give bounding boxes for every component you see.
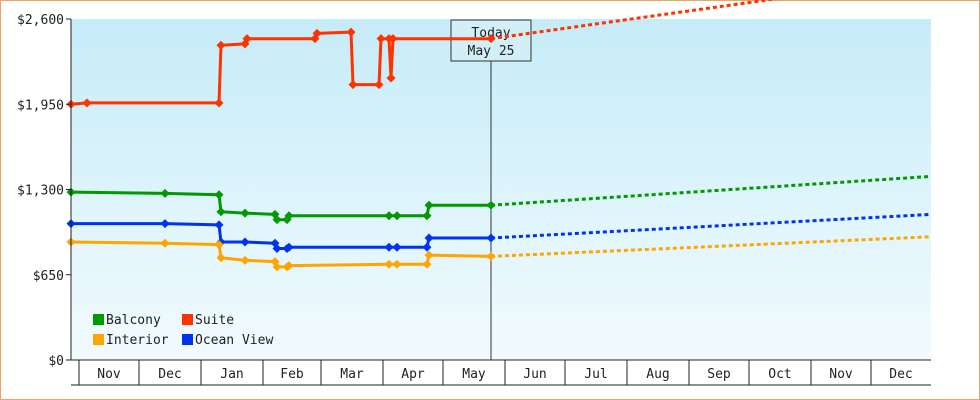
y-tick-label: $2,600: [17, 13, 64, 28]
x-tick-label: Feb: [280, 367, 304, 382]
data-point: [160, 219, 170, 229]
data-point: [272, 244, 282, 254]
x-tick-label: Jun: [523, 367, 546, 382]
x-tick-label: Nov: [97, 367, 121, 382]
data-point: [374, 80, 384, 90]
data-point: [486, 233, 496, 243]
data-point: [424, 200, 434, 210]
data-point: [384, 211, 394, 221]
data-point: [240, 237, 250, 247]
legend-label: Balcony: [106, 313, 161, 328]
data-point: [272, 262, 282, 272]
forecast-line-interior: [490, 235, 932, 258]
data-point: [422, 259, 432, 269]
data-point: [242, 34, 252, 44]
data-point: [82, 98, 92, 108]
legend-item-balcony: Balcony: [93, 313, 161, 328]
data-point: [486, 251, 496, 261]
y-tick-label: $0: [48, 354, 64, 369]
today-date-label: May 25: [468, 44, 515, 59]
data-point: [346, 27, 356, 37]
data-point: [160, 238, 170, 248]
history-line-suite: [70, 30, 491, 106]
data-point: [386, 73, 396, 83]
data-point: [384, 242, 394, 252]
data-point: [422, 242, 432, 252]
data-point: [392, 242, 402, 252]
x-tick-label: Dec: [889, 367, 912, 382]
data-point: [216, 253, 226, 263]
y-tick-label: $650: [33, 269, 64, 284]
series-interior: [66, 235, 932, 272]
data-point: [422, 211, 432, 221]
x-tick-label: Jan: [220, 367, 243, 382]
x-tick-label: Apr: [401, 367, 425, 382]
series-suite: [66, 0, 778, 109]
x-tick-label: Mar: [340, 367, 364, 382]
data-point: [424, 233, 434, 243]
plot-area: [71, 19, 931, 360]
data-point: [284, 242, 294, 252]
data-point: [486, 34, 496, 44]
legend-label: Interior: [106, 333, 169, 348]
x-tick-label: Oct: [768, 367, 791, 382]
data-point: [388, 34, 398, 44]
series-balcony: [66, 174, 932, 225]
data-point: [214, 240, 224, 250]
series-layer: [66, 0, 932, 272]
x-tick-label: Dec: [158, 367, 181, 382]
y-tick-label: $1,300: [17, 184, 64, 199]
legend-label: Ocean View: [195, 333, 273, 348]
legend-item-ocean-view: Ocean View: [182, 333, 273, 348]
data-point: [376, 34, 386, 44]
data-point: [216, 207, 226, 217]
legend-swatch: [93, 334, 104, 345]
y-tick-label: $1,950: [17, 98, 64, 113]
data-point: [312, 28, 322, 38]
data-point: [240, 255, 250, 265]
series-ocean-view: [66, 212, 932, 254]
x-tick-label: May: [462, 367, 486, 382]
x-tick-label: Nov: [829, 367, 853, 382]
x-tick-label: Jul: [584, 367, 607, 382]
data-point: [384, 259, 394, 269]
data-point: [214, 98, 224, 108]
data-point: [392, 259, 402, 269]
data-point: [216, 40, 226, 50]
forecast-line-ocean-view: [490, 212, 932, 240]
legend-swatch: [182, 314, 193, 325]
legend: Balcony Suite Interior Ocean View: [93, 313, 273, 348]
legend-swatch: [182, 334, 193, 345]
forecast-line-balcony: [490, 174, 932, 207]
data-point: [240, 208, 250, 218]
data-point: [486, 200, 496, 210]
data-point: [272, 215, 282, 225]
data-point: [392, 211, 402, 221]
data-point: [348, 80, 358, 90]
legend-swatch: [93, 314, 104, 325]
data-point: [214, 220, 224, 230]
data-point: [214, 190, 224, 200]
data-point: [284, 261, 294, 271]
legend-label: Suite: [195, 313, 234, 328]
data-point: [284, 211, 294, 221]
legend-item-interior: Interior: [93, 333, 169, 348]
data-point: [160, 188, 170, 198]
x-tick-label: Aug: [646, 367, 669, 382]
x-tick-label: Sep: [707, 367, 731, 382]
legend-item-suite: Suite: [182, 313, 234, 328]
data-point: [424, 250, 434, 260]
axes: $0 $650 $1,300 $1,950 $2,600 Nov Dec Jan Feb Mar A…: [17, 13, 931, 386]
